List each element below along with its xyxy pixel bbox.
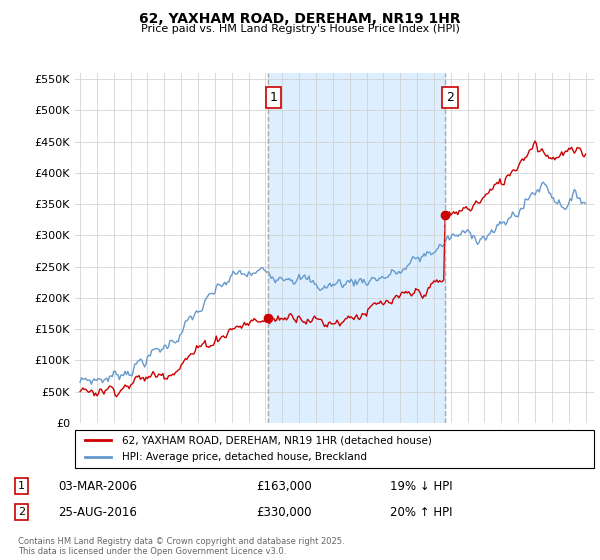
Text: 1: 1 <box>269 91 277 104</box>
FancyBboxPatch shape <box>75 430 594 468</box>
Text: 25-AUG-2016: 25-AUG-2016 <box>59 506 137 519</box>
Text: 03-MAR-2006: 03-MAR-2006 <box>59 479 137 493</box>
Text: 2: 2 <box>446 91 454 104</box>
Text: £163,000: £163,000 <box>256 479 312 493</box>
Bar <box>268 73 445 423</box>
Text: 19% ↓ HPI: 19% ↓ HPI <box>391 479 453 493</box>
Text: £330,000: £330,000 <box>256 506 312 519</box>
Text: Price paid vs. HM Land Registry's House Price Index (HPI): Price paid vs. HM Land Registry's House … <box>140 24 460 34</box>
Text: 1: 1 <box>18 481 25 491</box>
Text: 20% ↑ HPI: 20% ↑ HPI <box>391 506 453 519</box>
Text: 62, YAXHAM ROAD, DEREHAM, NR19 1HR: 62, YAXHAM ROAD, DEREHAM, NR19 1HR <box>139 12 461 26</box>
Text: HPI: Average price, detached house, Breckland: HPI: Average price, detached house, Brec… <box>122 452 367 462</box>
Text: 62, YAXHAM ROAD, DEREHAM, NR19 1HR (detached house): 62, YAXHAM ROAD, DEREHAM, NR19 1HR (deta… <box>122 435 431 445</box>
Text: 2: 2 <box>18 507 25 517</box>
Text: Contains HM Land Registry data © Crown copyright and database right 2025.
This d: Contains HM Land Registry data © Crown c… <box>18 537 344 557</box>
